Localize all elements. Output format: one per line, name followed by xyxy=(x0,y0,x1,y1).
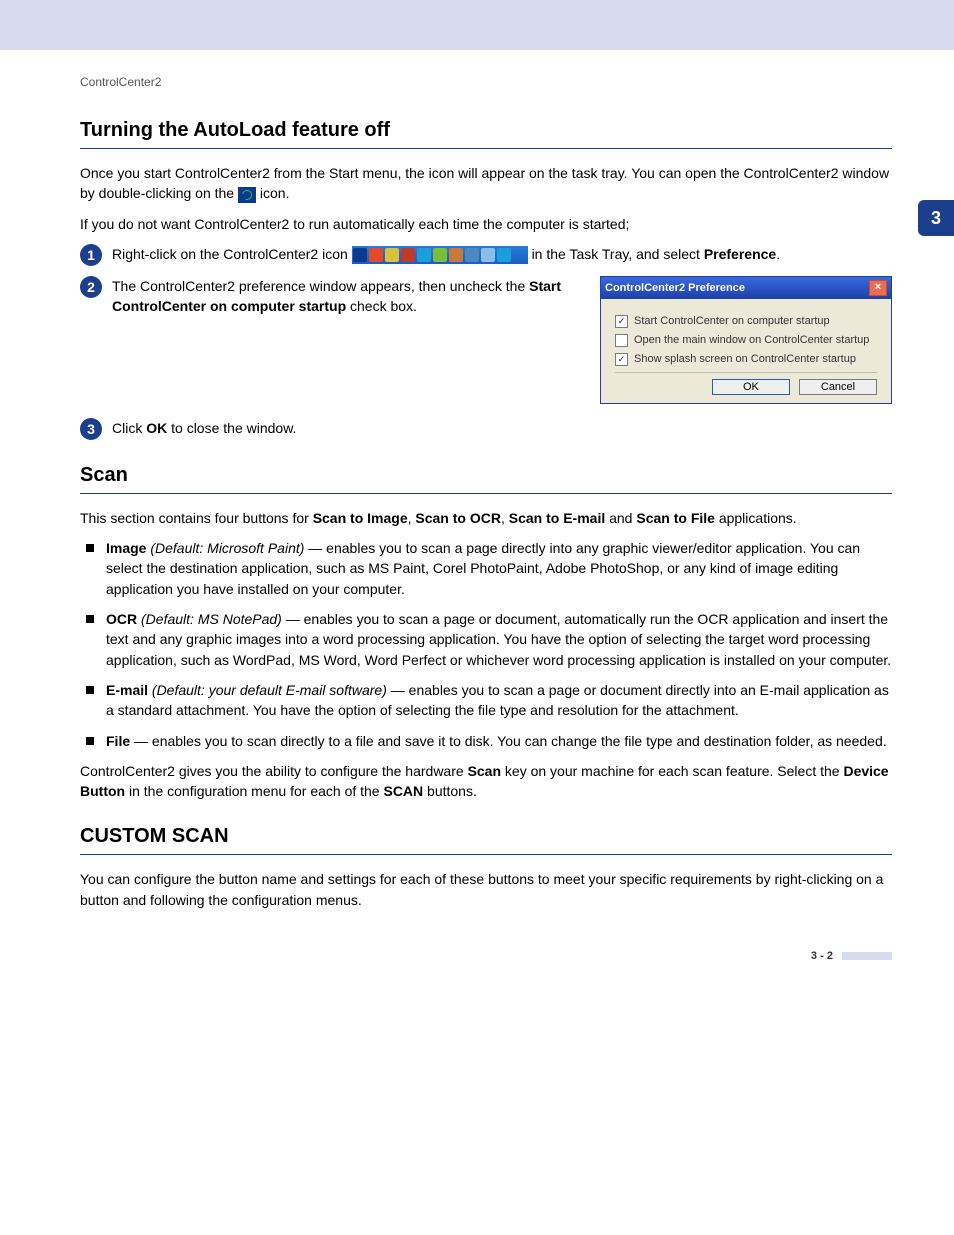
checkbox-icon[interactable] xyxy=(615,334,628,347)
dialog-body: ✓ Start ControlCenter on computer startup… xyxy=(601,299,891,403)
scan-item-2: E-mail (Default: your default E-mail sof… xyxy=(80,680,892,721)
step2-b: check box. xyxy=(350,298,417,314)
dialog-option-label: Start ControlCenter on computer startup xyxy=(634,315,830,327)
section1-underline xyxy=(80,148,892,149)
section3-title: CUSTOM SCAN xyxy=(80,825,892,850)
dialog-ok-button[interactable]: OK xyxy=(712,379,790,395)
s2-b1: Scan to Image xyxy=(313,510,408,526)
scan-item-bold: Image xyxy=(106,540,146,556)
step3-text: Click OK to close the window. xyxy=(112,418,892,438)
step-number-3: 3 xyxy=(80,418,102,440)
section1-intro-a: Once you start ControlCenter2 from the S… xyxy=(80,165,889,201)
s2-b3: Scan to E-mail xyxy=(509,510,605,526)
dialog-button-row: OK Cancel xyxy=(615,372,877,395)
s2-trailer-b: key on your machine for each scan featur… xyxy=(505,763,844,779)
s2-trailer-d: buttons. xyxy=(427,783,477,799)
s2-sep3: and xyxy=(605,510,636,526)
s2-intro-a: This section contains four buttons for xyxy=(80,510,313,526)
scan-item-1: OCR (Default: MS NotePad) — enables you … xyxy=(80,609,892,670)
dialog-option-0[interactable]: ✓ Start ControlCenter on computer startup xyxy=(615,315,877,328)
s2-trailer-c: in the configuration menu for each of th… xyxy=(129,783,384,799)
dialog-title: ControlCenter2 Preference xyxy=(605,282,745,294)
header-product: ControlCenter2 xyxy=(80,75,892,89)
dialog-option-1[interactable]: Open the main window on ControlCenter st… xyxy=(615,334,877,347)
step-2: 2 The ControlCenter2 preference window a… xyxy=(80,276,580,317)
scan-item-bold: OCR xyxy=(106,611,137,627)
dialog-option-label: Show splash screen on ControlCenter star… xyxy=(634,353,856,365)
section2-title: Scan xyxy=(80,464,892,489)
section1-para2: If you do not want ControlCenter2 to run… xyxy=(80,214,892,234)
tasktray-image: 15:00 xyxy=(352,246,528,264)
scan-item-bold: File xyxy=(106,733,130,749)
chapter-tab: 3 xyxy=(918,200,954,236)
step-number-1: 1 xyxy=(80,244,102,266)
step1-a: Right-click on the ControlCenter2 icon xyxy=(112,246,352,262)
section3-body: You can configure the button name and se… xyxy=(80,869,892,910)
scan-item-default: (Default: your default E-mail software) xyxy=(148,682,387,698)
step-3: 3 Click OK to close the window. xyxy=(80,418,892,440)
scan-feature-list: Image (Default: Microsoft Paint) — enabl… xyxy=(80,538,892,751)
step1-text: Right-click on the ControlCenter2 icon 1… xyxy=(112,244,892,264)
dialog-cancel-button[interactable]: Cancel xyxy=(799,379,877,395)
s2-trailer-a: ControlCenter2 gives you the ability to … xyxy=(80,763,468,779)
section1-intro: Once you start ControlCenter2 from the S… xyxy=(80,163,892,204)
step-1: 1 Right-click on the ControlCenter2 icon… xyxy=(80,244,892,266)
scan-item-0: Image (Default: Microsoft Paint) — enabl… xyxy=(80,538,892,599)
section2-trailer: ControlCenter2 gives you the ability to … xyxy=(80,761,892,802)
s2-trailer-bold1: Scan xyxy=(468,763,501,779)
checkbox-icon[interactable]: ✓ xyxy=(615,315,628,328)
scan-item-bold: E-mail xyxy=(106,682,148,698)
controlcenter-tray-icon xyxy=(238,187,256,203)
scan-item-text: — enables you to scan directly to a file… xyxy=(130,733,887,749)
preference-dialog: ControlCenter2 Preference × ✓ Start Contr… xyxy=(600,276,892,404)
step3-b: to close the window. xyxy=(171,420,296,436)
step3-bold: OK xyxy=(146,420,167,436)
scan-item-default: (Default: MS NotePad) xyxy=(137,611,282,627)
page-number-text: 3 - 2 xyxy=(811,950,833,962)
dialog-titlebar: ControlCenter2 Preference × xyxy=(601,277,891,299)
step1-c: . xyxy=(776,246,780,262)
step1-bold: Preference xyxy=(704,246,776,262)
dialog-close-button[interactable]: × xyxy=(869,280,887,296)
checkbox-icon[interactable]: ✓ xyxy=(615,353,628,366)
step-2-row: 2 The ControlCenter2 preference window a… xyxy=(80,276,892,404)
s2-b2: Scan to OCR xyxy=(415,510,501,526)
s2-trailer-bold3: SCAN xyxy=(383,783,423,799)
dialog-option-2[interactable]: ✓ Show splash screen on ControlCenter sta… xyxy=(615,353,877,366)
step1-b: in the Task Tray, and select xyxy=(532,246,704,262)
step2-a: The ControlCenter2 preference window app… xyxy=(112,278,529,294)
section2-underline xyxy=(80,493,892,494)
page-number: 3 - 2 xyxy=(80,950,892,962)
scan-item-default: (Default: Microsoft Paint) xyxy=(146,540,304,556)
step3-a: Click xyxy=(112,420,146,436)
step-number-2: 2 xyxy=(80,276,102,298)
scan-item-3: File — enables you to scan directly to a… xyxy=(80,731,892,751)
section1-title: Turning the AutoLoad feature off xyxy=(80,119,892,144)
s2-sep2: , xyxy=(501,510,509,526)
section1-intro-b: icon. xyxy=(260,185,290,201)
page-content: ControlCenter2 3 Turning the AutoLoad fe… xyxy=(0,50,954,1002)
s2-b4: Scan to File xyxy=(636,510,715,526)
section3-underline xyxy=(80,854,892,855)
s2-intro-b: applications. xyxy=(719,510,797,526)
top-bar xyxy=(0,0,954,50)
section2-intro: This section contains four buttons for S… xyxy=(80,508,892,528)
page-number-bar xyxy=(842,952,892,960)
dialog-option-label: Open the main window on ControlCenter st… xyxy=(634,334,869,346)
step2-text: The ControlCenter2 preference window app… xyxy=(112,276,580,317)
